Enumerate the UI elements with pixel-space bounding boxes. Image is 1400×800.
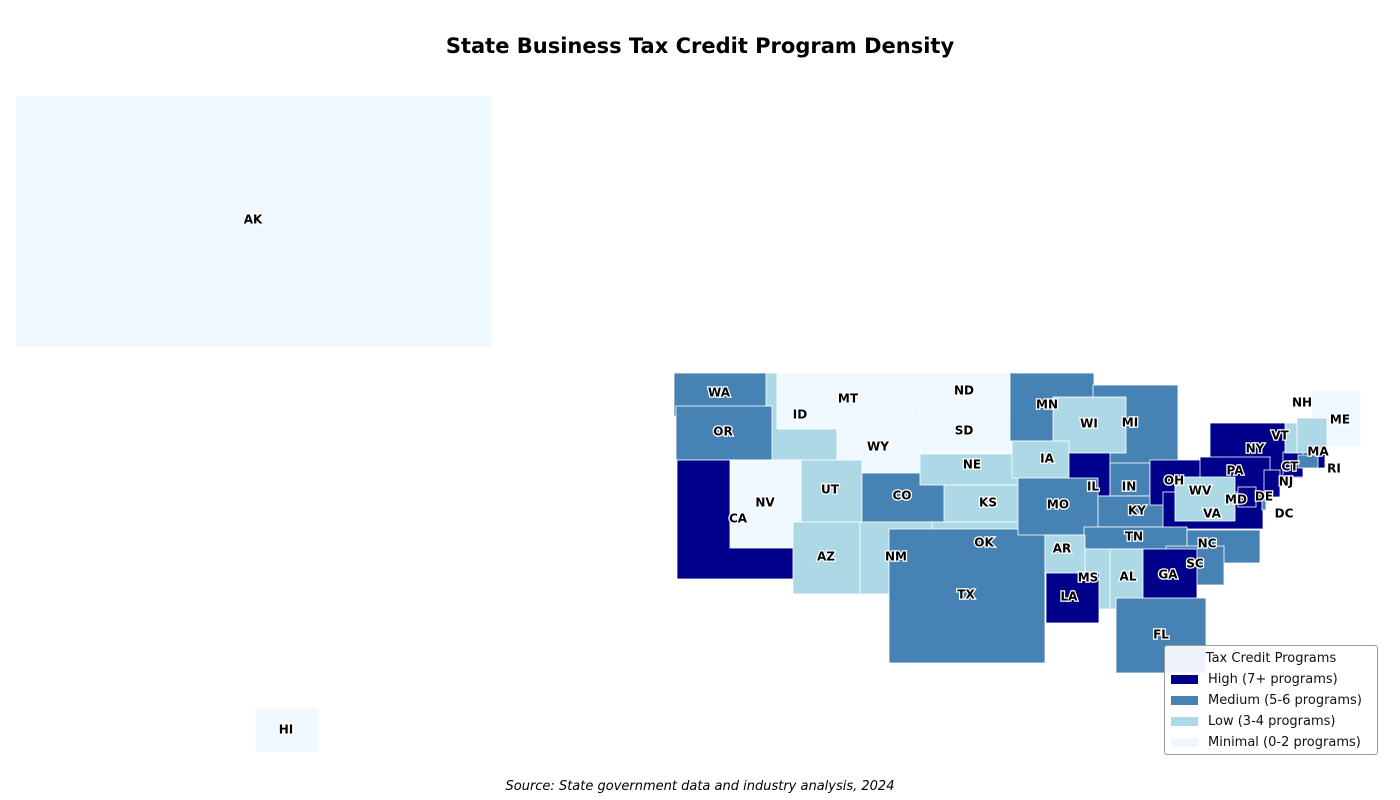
state-label: ND: [954, 384, 974, 398]
legend-swatch: [1171, 675, 1198, 684]
legend-label: Medium (5-6 programs): [1208, 693, 1362, 708]
legend-item-high: High (7+ programs): [1165, 669, 1377, 690]
legend-swatch: [1171, 696, 1198, 705]
state-label: WY: [867, 440, 889, 454]
state-wv: [1174, 476, 1236, 522]
state-label: ME: [1330, 413, 1350, 427]
state-mo: [1017, 477, 1099, 536]
state-label: AL: [1120, 570, 1137, 584]
state-label: CA: [729, 512, 748, 526]
state-label: NM: [885, 550, 907, 564]
state-label: WA: [708, 386, 731, 400]
state-label: OK: [974, 536, 994, 550]
state-az: [792, 521, 861, 595]
state-label: TX: [957, 588, 975, 602]
state-label: NE: [963, 458, 981, 472]
state-label: WV: [1189, 484, 1212, 498]
state-ri: [1297, 454, 1319, 469]
state-label: MA: [1307, 445, 1329, 459]
state-label: ID: [793, 408, 807, 422]
state-nh: [1296, 417, 1328, 454]
state-label: DC: [1275, 507, 1294, 521]
state-ne: [919, 453, 1025, 486]
state-label: HI: [279, 723, 294, 737]
state-label: AK: [244, 213, 263, 227]
legend-item-low: Low (3-4 programs): [1165, 711, 1377, 732]
state-label: KY: [1128, 504, 1146, 518]
legend-swatch: [1171, 717, 1198, 726]
state-label: MI: [1122, 416, 1138, 430]
state-nv: [729, 459, 803, 549]
legend: Tax Credit Programs High (7+ programs) Me…: [1164, 645, 1378, 755]
state-label: IN: [1122, 480, 1137, 494]
state-label: LA: [1061, 590, 1079, 604]
state-label: FL: [1153, 628, 1169, 642]
state-label: NV: [755, 496, 775, 510]
state-label: OH: [1164, 474, 1184, 488]
state-label: MD: [1225, 493, 1247, 507]
state-label: MN: [1036, 398, 1058, 412]
state-label: SD: [955, 424, 974, 438]
state-label: NY: [1246, 442, 1265, 456]
legend-title: Tax Credit Programs: [1205, 651, 1337, 666]
state-sd: [919, 410, 1013, 453]
state-la: [1045, 572, 1100, 624]
chart-title: State Business Tax Credit Program Densit…: [445, 34, 955, 58]
state-de: [1237, 486, 1257, 508]
state-label: SC: [1186, 557, 1204, 571]
state-ar: [1044, 534, 1086, 574]
state-label: AR: [1053, 542, 1072, 556]
state-label: VA: [1203, 507, 1221, 521]
state-label: RI: [1327, 462, 1341, 476]
state-label: NC: [1198, 537, 1217, 551]
legend-label: High (7+ programs): [1208, 672, 1338, 687]
state-label: UT: [821, 483, 840, 497]
state-label: VT: [1271, 429, 1289, 443]
legend-label: Low (3-4 programs): [1208, 714, 1336, 729]
state-label: NJ: [1279, 475, 1294, 489]
legend-label: Minimal (0-2 programs): [1208, 735, 1361, 750]
state-label: GA: [1158, 568, 1178, 582]
state-label: IA: [1040, 452, 1054, 466]
source-note: Source: State government data and indust…: [505, 779, 895, 794]
state-label: CT: [1282, 460, 1300, 474]
state-label: MS: [1078, 571, 1099, 585]
state-label: MT: [838, 392, 859, 406]
state-ak: [15, 95, 493, 348]
state-in: [1109, 462, 1151, 497]
state-label: OR: [713, 425, 732, 439]
state-label: AZ: [817, 550, 835, 564]
state-tx: [888, 528, 1046, 664]
legend-swatch: [1171, 738, 1198, 747]
state-label: DE: [1255, 490, 1273, 504]
state-label: PA: [1227, 464, 1245, 478]
state-nj: [1263, 469, 1281, 498]
legend-item-medium: Medium (5-6 programs): [1165, 690, 1377, 711]
state-label: MO: [1047, 498, 1069, 512]
state-label: IL: [1087, 480, 1099, 494]
legend-item-minimal: Minimal (0-2 programs): [1165, 732, 1377, 753]
state-hi: [254, 707, 320, 753]
state-label: KS: [979, 496, 997, 510]
state-label: TN: [1125, 530, 1143, 544]
state-label: NH: [1292, 396, 1312, 410]
state-label: CO: [892, 489, 911, 503]
state-ks: [943, 484, 1020, 523]
state-label: WI: [1080, 417, 1098, 431]
